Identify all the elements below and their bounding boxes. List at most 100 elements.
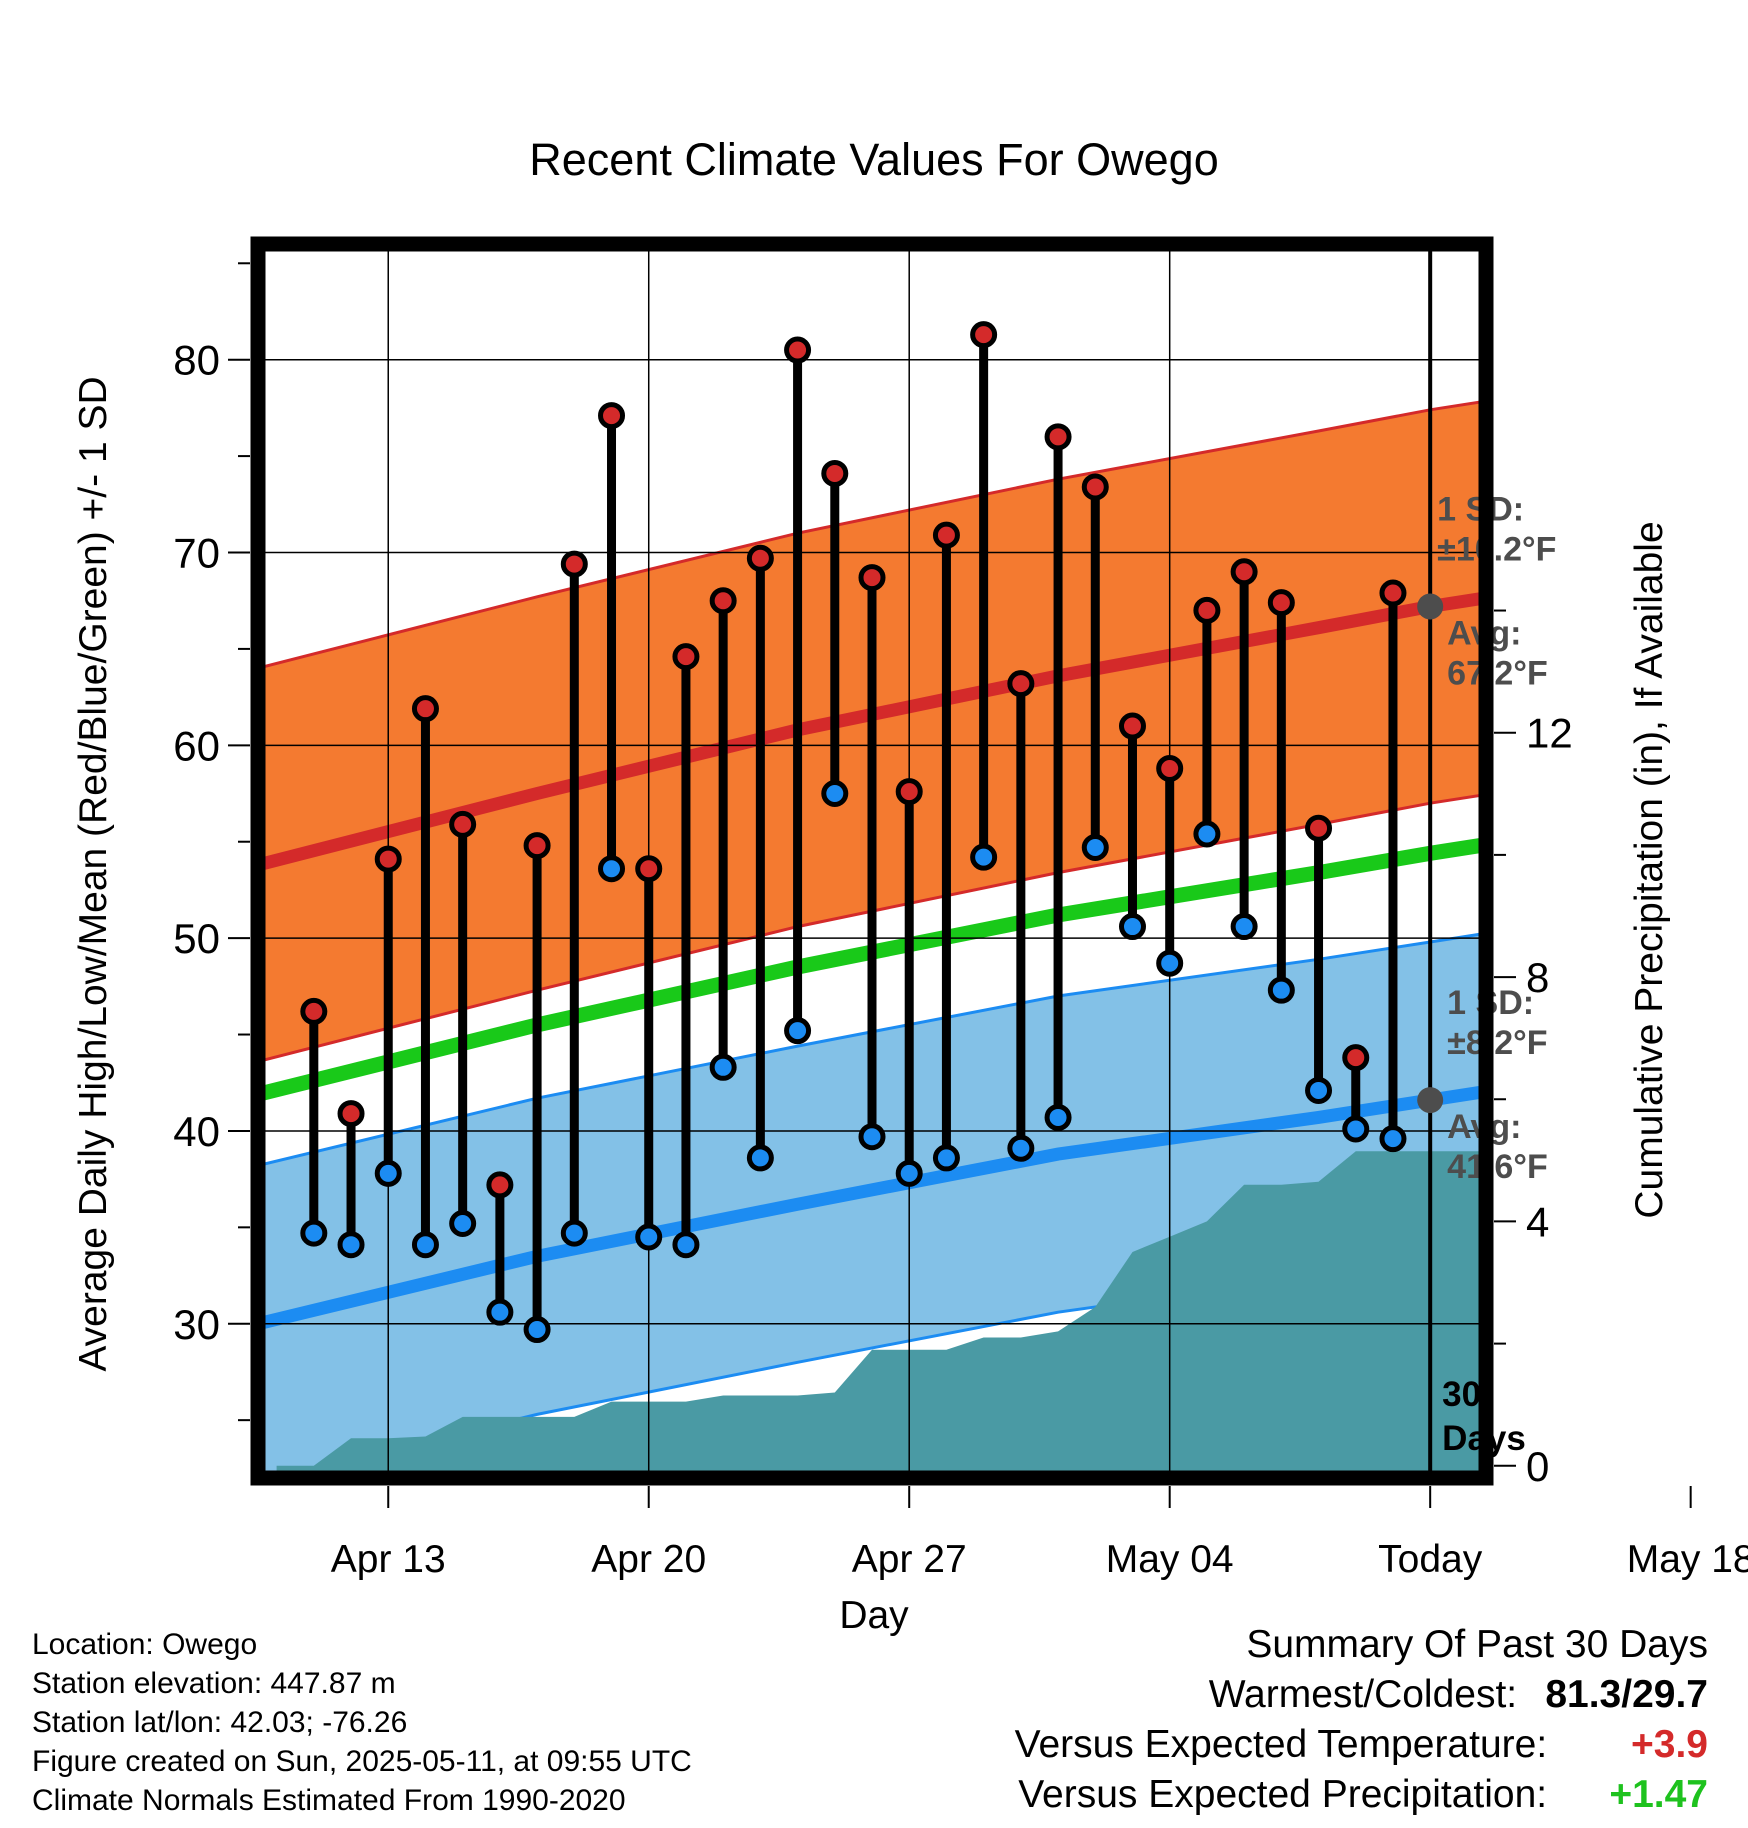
normal-low-upper-sd-line bbox=[258, 931, 1486, 1168]
daily-high-point bbox=[821, 459, 849, 487]
location-text: Location: Owego bbox=[32, 1628, 258, 1661]
daily-high-point bbox=[1044, 423, 1072, 451]
precipitation-area bbox=[276, 1151, 1486, 1478]
normal-high-mean-line bbox=[258, 591, 1486, 872]
chart-title: Recent Climate Values For Owego bbox=[529, 134, 1218, 185]
daily-low-point bbox=[1230, 913, 1258, 941]
summary-precip-row: Versus Expected Precipitation: +1.47 bbox=[1015, 1770, 1708, 1820]
daily-high-point bbox=[411, 695, 439, 723]
daily-high-point bbox=[672, 643, 700, 671]
y-tick-label: 70 bbox=[173, 530, 220, 577]
y-tick-label: 60 bbox=[173, 722, 220, 769]
daily-low-point bbox=[1267, 976, 1295, 1004]
daily-high-point bbox=[337, 1100, 365, 1128]
daily-low-point bbox=[746, 1144, 774, 1172]
y-tick-label: 30 bbox=[173, 1301, 220, 1348]
daily-high-point bbox=[858, 564, 886, 592]
daily-low-point bbox=[1156, 949, 1184, 977]
x-tick-label: Apr 13 bbox=[331, 1538, 446, 1581]
daily-high-point bbox=[746, 544, 774, 572]
daily-low-point bbox=[821, 780, 849, 808]
low-avg-marker bbox=[1417, 1087, 1444, 1114]
daily-high-point bbox=[970, 321, 998, 349]
x-tick-label: Today bbox=[1378, 1538, 1483, 1581]
daily-low-point bbox=[970, 843, 998, 871]
daily-low-point bbox=[895, 1159, 923, 1187]
y2-tick-label: 4 bbox=[1526, 1198, 1549, 1245]
daily-high-point bbox=[1230, 558, 1258, 586]
daily-high-point bbox=[449, 810, 477, 838]
daily-high-point bbox=[560, 550, 588, 578]
daily-high-point bbox=[635, 855, 663, 883]
normal-high-upper-sd-line bbox=[258, 399, 1486, 670]
daily-high-point bbox=[598, 402, 626, 430]
daily-high-point bbox=[1118, 712, 1146, 740]
low-sd-value: ±8.2°F bbox=[1447, 1024, 1547, 1062]
y-axis-label: Average Daily High/Low/Mean (Red/Blue/Gr… bbox=[72, 376, 115, 1371]
x-tick-label: May 04 bbox=[1106, 1538, 1234, 1581]
daily-low-point bbox=[1081, 834, 1109, 862]
daily-low-point bbox=[1342, 1115, 1370, 1143]
days-count-label: 30 bbox=[1442, 1375, 1481, 1414]
plot-frame bbox=[250, 236, 1494, 1486]
y2-axis-label: Cumulative Precipitation (in), If Availa… bbox=[1628, 521, 1671, 1218]
daily-high-point bbox=[784, 336, 812, 364]
daily-low-point bbox=[1118, 913, 1146, 941]
daily-high-point bbox=[1156, 754, 1184, 782]
summary-warm-cold-row: Warmest/Coldest: 81.3/29.7 bbox=[1015, 1670, 1708, 1720]
elevation-text: Station elevation: 447.87 m bbox=[32, 1667, 396, 1700]
normal-low-band bbox=[258, 933, 1486, 1478]
daily-low-point bbox=[1007, 1134, 1035, 1162]
normal-high-lower-sd-line bbox=[258, 792, 1486, 1063]
daily-high-point bbox=[1081, 473, 1109, 501]
summary-title: Summary Of Past 30 Days bbox=[1246, 1623, 1708, 1666]
daily-high-point bbox=[1267, 589, 1295, 617]
daily-low-point bbox=[932, 1144, 960, 1172]
daily-high-point bbox=[895, 778, 923, 806]
daily-low-point bbox=[300, 1219, 328, 1247]
daily-low-point bbox=[784, 1017, 812, 1045]
daily-high-point bbox=[1007, 670, 1035, 698]
daily-high-point bbox=[1305, 814, 1333, 842]
daily-low-point bbox=[374, 1159, 402, 1187]
high-avg-value: 67.2°F bbox=[1447, 654, 1548, 692]
daily-low-point bbox=[858, 1123, 886, 1151]
y-tick-label: 40 bbox=[173, 1108, 220, 1155]
daily-low-point bbox=[411, 1231, 439, 1259]
x-tick-label: May 18 bbox=[1627, 1538, 1748, 1581]
y-tick-label: 80 bbox=[173, 337, 220, 384]
daily-high-point bbox=[300, 997, 328, 1025]
temp-value: +3.9 bbox=[1631, 1723, 1708, 1766]
high-avg-marker bbox=[1417, 593, 1444, 620]
summary-panel: Summary Of Past 30 Days Warmest/Coldest:… bbox=[1015, 1620, 1708, 1820]
summary-temp-row: Versus Expected Temperature: +3.9 bbox=[1015, 1720, 1708, 1770]
daily-low-point bbox=[709, 1053, 737, 1081]
daily-low-point bbox=[486, 1298, 514, 1326]
daily-low-point bbox=[635, 1223, 663, 1251]
daily-high-point bbox=[486, 1171, 514, 1199]
temp-label: Versus Expected Temperature: bbox=[1014, 1723, 1548, 1766]
high-sd-value: ±10.2°F bbox=[1437, 530, 1556, 568]
y2-tick-label: 0 bbox=[1526, 1443, 1549, 1490]
y-tick-label: 50 bbox=[173, 915, 220, 962]
daily-high-point bbox=[932, 521, 960, 549]
daily-high-point bbox=[374, 845, 402, 873]
daily-high-point bbox=[709, 587, 737, 615]
precip-value: +1.47 bbox=[1609, 1773, 1708, 1816]
daily-low-point bbox=[337, 1231, 365, 1259]
daily-low-point bbox=[1193, 820, 1221, 848]
x-tick-label: Apr 27 bbox=[852, 1538, 967, 1581]
daily-low-point bbox=[598, 855, 626, 883]
daily-low-point bbox=[672, 1231, 700, 1259]
daily-low-point bbox=[560, 1219, 588, 1247]
normal-mean-line bbox=[258, 837, 1486, 1102]
y2-tick-label: 12 bbox=[1526, 710, 1573, 757]
daily-high-point bbox=[1379, 579, 1407, 607]
normal-low-mean-line bbox=[258, 1084, 1486, 1331]
daily-high-point bbox=[1342, 1044, 1370, 1072]
y2-tick-label: 8 bbox=[1526, 954, 1549, 1001]
daily-low-point bbox=[1379, 1125, 1407, 1153]
x-tick-label: Apr 20 bbox=[591, 1538, 706, 1581]
warm-cold-value: 81.3/29.7 bbox=[1545, 1673, 1708, 1716]
